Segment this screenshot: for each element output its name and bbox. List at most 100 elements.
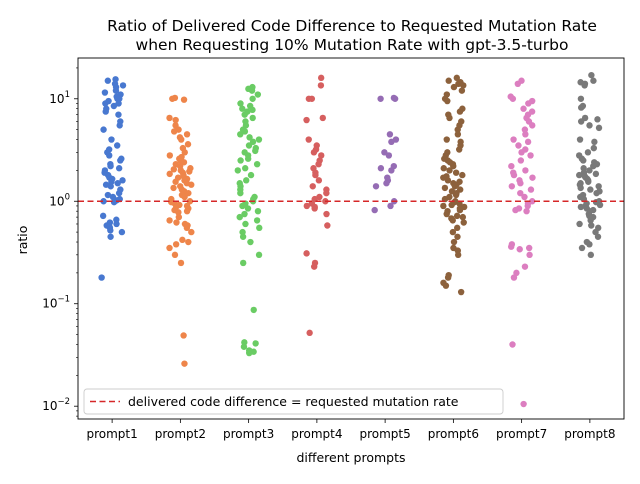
data-point-prompt4 (303, 202, 311, 210)
data-point-prompt4 (318, 152, 325, 159)
data-points (98, 71, 604, 408)
data-point-prompt3 (237, 157, 244, 164)
data-point-prompt8 (580, 157, 587, 164)
data-point-prompt2 (172, 116, 179, 124)
data-point-prompt8 (595, 124, 603, 132)
data-point-prompt8 (594, 233, 602, 240)
x-tick-label: prompt5 (359, 427, 410, 441)
data-point-prompt3 (253, 160, 261, 168)
data-point-prompt1 (119, 177, 126, 184)
data-point-prompt4 (317, 82, 325, 89)
data-point-prompt2 (186, 168, 193, 175)
data-point-prompt7 (517, 180, 524, 187)
data-point-prompt6 (442, 282, 450, 289)
data-point-prompt2 (181, 360, 188, 367)
data-point-prompt3 (242, 165, 249, 172)
data-point-prompt2 (183, 207, 191, 215)
data-point-prompt1 (107, 183, 114, 190)
data-point-prompt2 (188, 181, 195, 188)
data-point-prompt6 (457, 288, 465, 296)
data-point-prompt8 (587, 186, 594, 193)
data-point-prompt3 (240, 343, 248, 350)
data-point-prompt3 (237, 100, 244, 107)
data-point-prompt7 (521, 263, 529, 270)
data-point-prompt8 (593, 189, 600, 197)
data-point-prompt8 (587, 217, 594, 224)
data-point-prompt3 (244, 155, 252, 162)
data-point-prompt8 (587, 251, 595, 259)
data-point-prompt6 (460, 82, 467, 89)
data-point-prompt1 (100, 198, 107, 205)
data-point-prompt7 (517, 157, 525, 164)
data-point-prompt4 (309, 183, 316, 190)
data-point-prompt8 (596, 201, 604, 209)
data-point-prompt7 (521, 193, 528, 201)
data-point-prompt5 (388, 138, 395, 146)
data-point-prompt1 (115, 111, 122, 118)
data-point-prompt2 (175, 209, 182, 216)
data-point-prompt1 (106, 152, 113, 159)
data-point-prompt6 (450, 238, 458, 246)
x-axis-label: different prompts (296, 450, 405, 465)
data-point-prompt8 (577, 203, 585, 211)
data-point-prompt3 (243, 177, 250, 184)
data-point-prompt3 (254, 207, 262, 215)
data-point-prompt3 (239, 202, 246, 210)
data-point-prompt8 (576, 171, 583, 179)
data-point-prompt2 (177, 259, 185, 267)
data-point-prompt8 (588, 222, 595, 229)
data-point-prompt8 (592, 170, 600, 178)
data-point-prompt1 (115, 189, 123, 197)
data-point-prompt4 (306, 329, 313, 337)
data-point-prompt7 (522, 131, 529, 138)
data-point-prompt6 (460, 219, 467, 226)
data-point-prompt1 (104, 77, 112, 84)
data-point-prompt6 (440, 165, 447, 172)
data-point-prompt2 (166, 152, 174, 159)
data-point-prompt3 (237, 131, 244, 138)
data-point-prompt2 (181, 149, 188, 156)
data-point-prompt2 (170, 128, 178, 135)
data-point-prompt7 (509, 341, 516, 348)
data-point-prompt4 (319, 114, 326, 122)
data-point-prompt6 (450, 162, 457, 170)
x-tick-label: prompt6 (428, 427, 479, 441)
data-point-prompt8 (576, 136, 584, 143)
y-tick-label: 10−1 (42, 295, 70, 311)
data-point-prompt1 (108, 136, 115, 143)
data-point-prompt4 (305, 95, 313, 102)
data-point-prompt6 (455, 80, 462, 88)
data-point-prompt6 (445, 77, 452, 84)
data-point-prompt1 (100, 126, 107, 133)
data-point-prompt6 (454, 131, 462, 138)
data-point-prompt4 (305, 136, 312, 143)
data-point-prompt7 (516, 246, 523, 253)
data-point-prompt3 (248, 87, 256, 94)
data-point-prompt7 (510, 274, 518, 281)
data-point-prompt1 (117, 157, 124, 164)
data-point-prompt5 (372, 183, 380, 190)
x-axis-ticks: prompt1 prompt2 prompt3 prompt4 prompt5 promp… (86, 419, 616, 441)
data-point-prompt1 (104, 191, 112, 199)
data-point-prompt2 (166, 170, 173, 178)
data-point-prompt5 (385, 152, 393, 159)
data-point-prompt8 (578, 104, 585, 111)
x-tick-label: prompt2 (155, 427, 206, 441)
data-point-prompt1 (110, 198, 118, 206)
data-point-prompt7 (525, 100, 532, 107)
data-point-prompt3 (253, 217, 261, 224)
data-point-prompt7 (525, 244, 533, 252)
data-point-prompt2 (181, 193, 188, 201)
data-point-prompt2 (180, 159, 188, 166)
data-point-prompt4 (312, 171, 319, 179)
data-point-prompt3 (247, 171, 255, 179)
data-point-prompt7 (512, 206, 519, 214)
data-point-prompt3 (244, 205, 252, 212)
data-point-prompt4 (324, 222, 331, 229)
data-point-prompt7 (507, 243, 515, 250)
data-point-prompt4 (311, 205, 318, 212)
y-tick-label: 100 (49, 192, 70, 208)
data-point-prompt8 (590, 144, 598, 152)
data-point-prompt6 (446, 114, 453, 122)
